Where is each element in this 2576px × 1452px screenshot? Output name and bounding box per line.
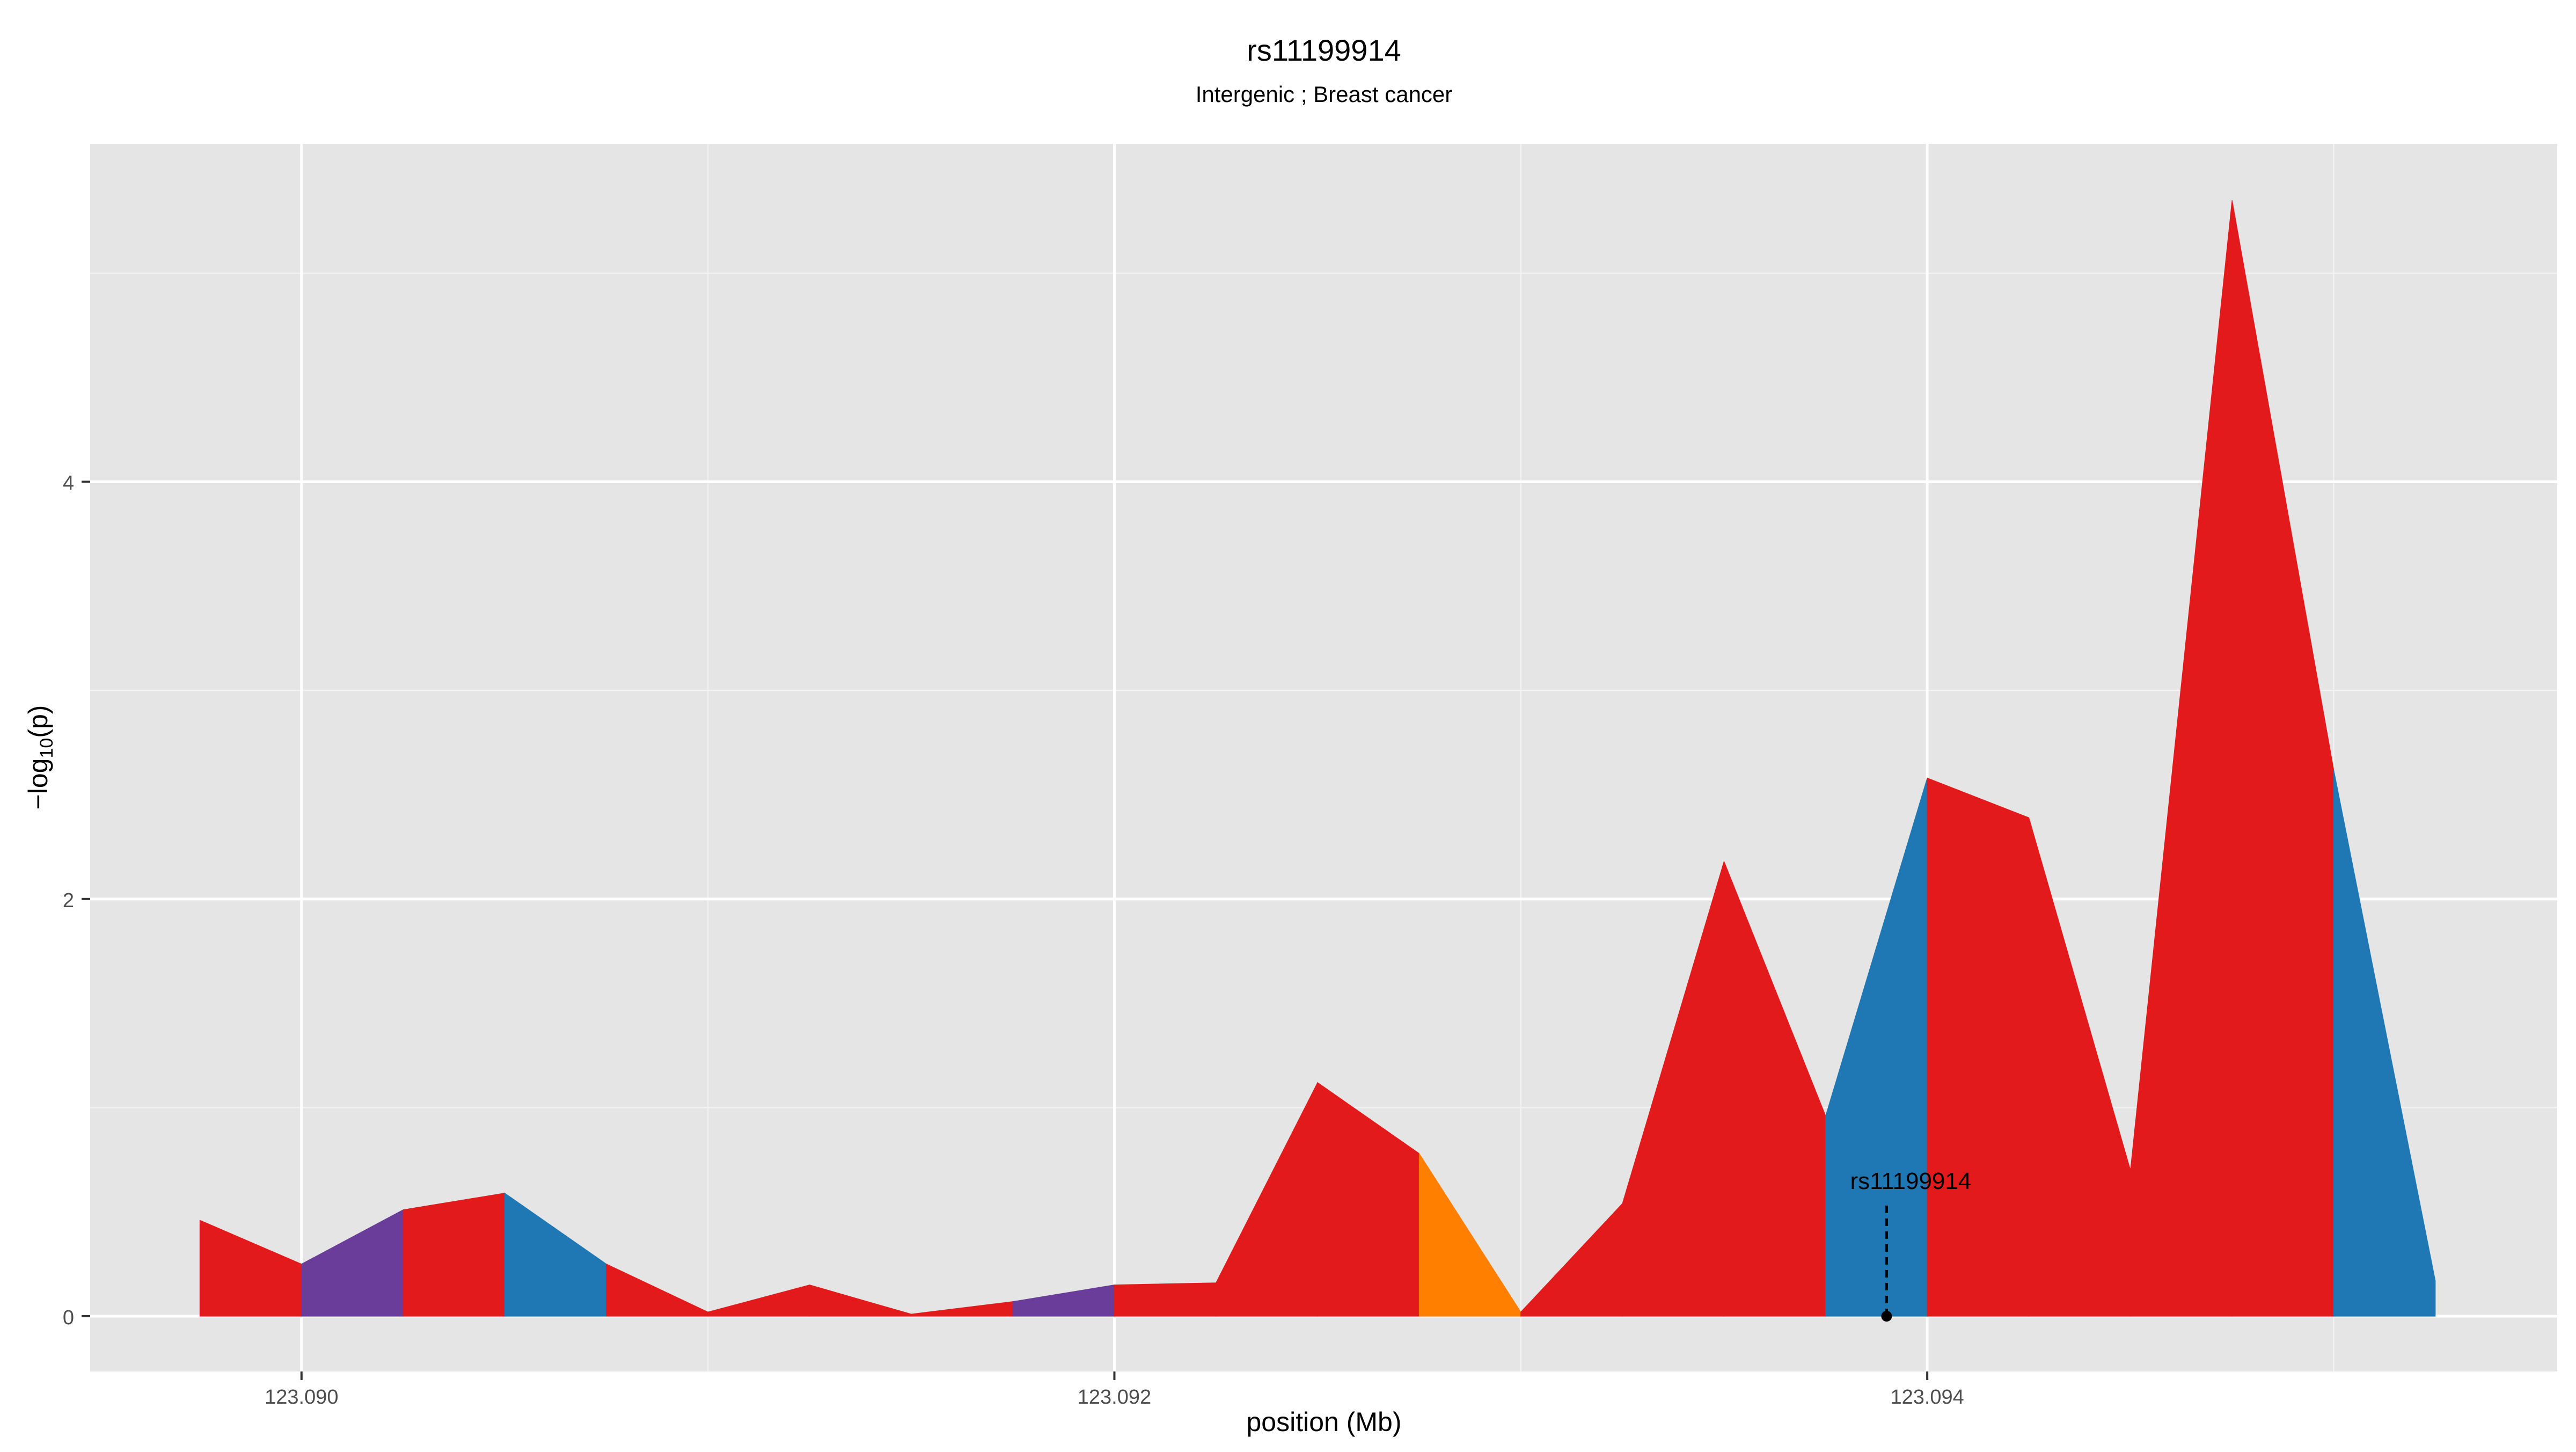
lead-snp-label: rs11199914 (1850, 1168, 1971, 1194)
y-tick-label: 0 (63, 1307, 74, 1329)
y-axis-title-end: (p) (23, 705, 53, 738)
chart-title: rs11199914 (1247, 33, 1401, 67)
y-axis-title: −log10(p) (23, 705, 57, 810)
y-tick-label: 4 (63, 472, 74, 495)
axis-ticks: 0 2 4 123.090 123.092 123.094 (63, 472, 1964, 1409)
association-areas (199, 200, 2436, 1317)
y-axis-title-subscript: 10 (36, 738, 57, 758)
area-segment (402, 1193, 506, 1317)
x-tick-label: 123.094 (1890, 1386, 1964, 1409)
x-axis-title: position (Mb) (1247, 1407, 1402, 1437)
x-tick-label: 123.090 (265, 1386, 338, 1409)
y-axis-title-main: −log (23, 758, 53, 810)
area-segment (1114, 1282, 1217, 1317)
area-segment (2333, 769, 2436, 1317)
lead-snp-annotation: rs11199914 (1850, 1168, 1971, 1322)
chart-subtitle: Intergenic ; Breast cancer (1196, 82, 1453, 107)
lead-snp-point (1881, 1311, 1892, 1322)
y-tick-label: 2 (63, 889, 74, 912)
x-tick-label: 123.092 (1078, 1386, 1151, 1409)
area-segment (1927, 777, 2030, 1317)
